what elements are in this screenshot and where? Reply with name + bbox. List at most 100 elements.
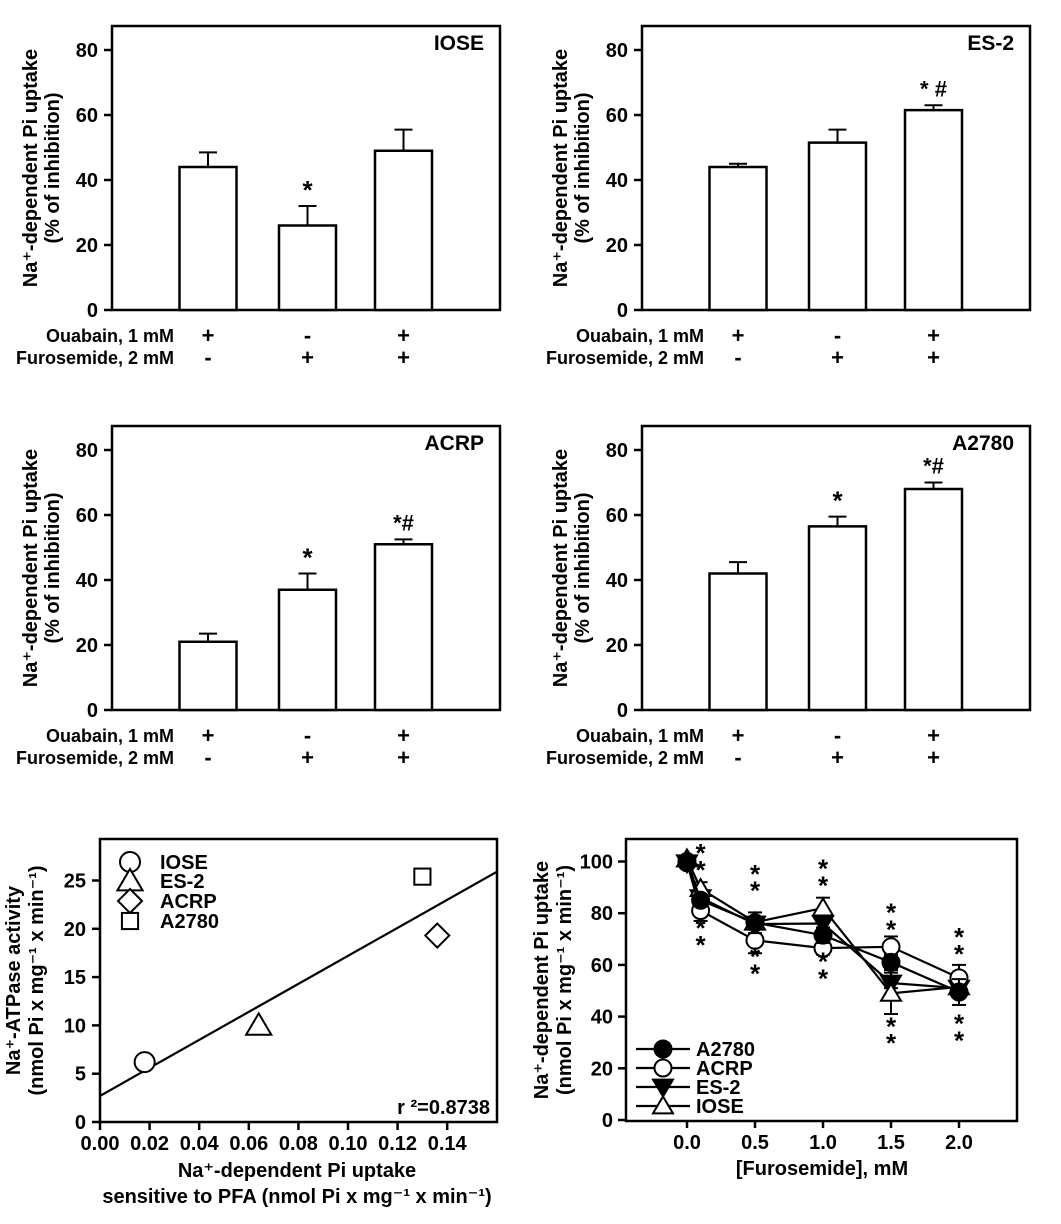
treatment-matrix: Ouabain, 1 mM + - +Furosemide, 2 mM - + +: [546, 723, 940, 770]
es2-inhibition-chart: 0 20 40 60 80 Na⁺-dependent Pi uptake (% of in…: [546, 24, 1032, 370]
significance-asterisk: *: [818, 963, 829, 993]
legend-label: IOSE: [160, 852, 208, 874]
bars: *: [178, 128, 434, 312]
treatment-sign: -: [734, 345, 741, 370]
x-tick-label: 0.04: [180, 1133, 220, 1155]
y-tick-label: 0: [602, 1110, 613, 1132]
y-tick-label: 40: [606, 570, 628, 592]
y-tick-label: 60: [76, 505, 98, 527]
y-axis-title-line2: (% of inhibition): [572, 492, 594, 643]
marker-triangle-down-filled-icon: [651, 1078, 675, 1099]
panel-title: IOSE: [434, 32, 484, 55]
treatment-sign: -: [204, 745, 211, 770]
y-tick-label: 20: [591, 1058, 613, 1080]
significance-asterisk: *: [886, 1011, 897, 1041]
significance-asterisk: *#: [923, 454, 944, 479]
data-points: [133, 867, 451, 1074]
x-tick-label: 0.02: [130, 1133, 169, 1155]
treatment-row-label: Ouabain, 1 mM: [576, 726, 704, 746]
treatment-matrix: Ouabain, 1 mM + - +Furosemide, 2 mM - + +: [16, 723, 410, 770]
significance-asterisk: *: [886, 898, 897, 928]
marker-square-open-icon: [120, 911, 140, 931]
marker-triangle-up-open-icon: [879, 981, 903, 1002]
marker-circle-filled-icon: [881, 952, 901, 972]
y-tick-label: 20: [606, 235, 628, 257]
treatment-row-label: Ouabain, 1 mM: [46, 326, 174, 346]
marker-diamond-open-icon: [116, 887, 144, 915]
legend-label: ES-2: [160, 871, 204, 893]
significance-asterisk: *: [832, 486, 843, 516]
y-tick-label: 10: [64, 1015, 86, 1037]
y-axis-title-line2: (nmol Pi x mg⁻¹ x min⁻¹): [26, 865, 48, 1095]
treatment-sign: -: [204, 345, 211, 370]
series-a2780: [677, 852, 969, 1006]
significance-asterisk: *: [954, 1025, 965, 1055]
marker-circle-filled-icon: [677, 852, 697, 871]
panel-iose-bar-chart: 0 20 40 60 80 Na⁺-dependent Pi uptake (% of in…: [0, 0, 530, 400]
x-tick-label: 0.10: [329, 1133, 368, 1155]
regression-line: [99, 870, 498, 1097]
significance-asterisk: *: [954, 1009, 965, 1039]
bar: [277, 588, 338, 712]
treatment-sign: +: [927, 723, 940, 748]
bar: [178, 640, 238, 712]
y-tick-label: 20: [606, 635, 628, 657]
y-tick-label: 40: [76, 170, 98, 192]
a2780-inhibition-chart: 0 20 40 60 80 Na⁺-dependent Pi uptake (% of in…: [546, 424, 1032, 770]
panel-acrp-bar-chart: 0 20 40 60 80 Na⁺-dependent Pi uptake (% of in…: [0, 400, 530, 810]
y-tick-label: 25: [64, 871, 86, 893]
x-tick-label: 0.5: [741, 1132, 769, 1154]
significance-asterisk: *: [750, 958, 761, 988]
treatment-sign: +: [732, 323, 745, 348]
y-tick-label: 40: [76, 570, 98, 592]
y-tick-label: 20: [64, 919, 86, 941]
y-tick-label: 20: [76, 635, 98, 657]
y-tick-label: 15: [64, 967, 86, 989]
bar: [178, 165, 238, 312]
x-tick-label: 1.0: [809, 1132, 837, 1154]
treatment-sign: +: [732, 723, 745, 748]
bar: [903, 487, 964, 712]
furosemide-dose-response-chart: 0.0 0.5 1.0 1.5 2.0 0 20 40 60 80 100 [Furosemide],…: [531, 837, 1019, 1180]
significance-asterisk: *: [750, 876, 761, 906]
bars: * *#: [178, 511, 434, 712]
x-tick-label: 0.06: [229, 1133, 268, 1155]
marker-triangle-up-open-icon: [244, 1011, 274, 1036]
plot-frame: [624, 837, 1019, 1123]
treatment-sign: +: [202, 323, 215, 348]
significance-asterisk: *: [750, 941, 761, 971]
significance-asterisk: *: [696, 838, 707, 868]
treatment-matrix: Ouabain, 1 mM + - +Furosemide, 2 mM - + +: [16, 323, 410, 370]
marker-circle-filled-icon: [949, 982, 969, 1002]
marker-triangle-up-open-icon: [115, 867, 145, 892]
x-axis-title-line1: Na⁺-dependent Pi uptake: [178, 1160, 416, 1182]
y-tick-label: 20: [76, 235, 98, 257]
treatment-row-label: Furosemide, 2 mM: [546, 748, 704, 768]
treatment-row-label: Furosemide, 2 mM: [546, 348, 704, 368]
treatment-sign: +: [397, 323, 410, 348]
treatment-row-label: Ouabain, 1 mM: [46, 726, 174, 746]
y-axis-title-line1: Na⁺-dependent Pi uptake: [20, 49, 42, 287]
marker-circle-filled-icon: [691, 890, 711, 910]
significance-asterisk: *: [886, 914, 897, 944]
y-axis-title-line1: Na⁺-dependent Pi uptake: [531, 861, 553, 1099]
bar: [903, 108, 964, 312]
y-tick-label: 0: [617, 300, 628, 322]
marker-circle-open-icon: [653, 1058, 673, 1078]
panel-title: ACRP: [424, 432, 484, 455]
treatment-sign: +: [831, 345, 844, 370]
y-tick-label: 80: [606, 40, 628, 62]
marker-square-open-icon: [413, 867, 432, 886]
treatment-sign: +: [202, 723, 215, 748]
y-tick-label: 80: [606, 440, 628, 462]
y-tick-label: 5: [75, 1064, 86, 1086]
y-tick-label: 0: [617, 700, 628, 722]
acrp-inhibition-chart: 0 20 40 60 80 Na⁺-dependent Pi uptake (% of in…: [16, 424, 502, 770]
treatment-sign: -: [834, 323, 841, 348]
significance-asterisk: *: [954, 922, 965, 952]
significance-asterisk: *: [750, 859, 761, 889]
x-tick-label: 0.0: [673, 1132, 701, 1154]
panel-dose-response-line-chart: 0.0 0.5 1.0 1.5 2.0 0 20 40 60 80 100 [Furosemide],…: [530, 810, 1061, 1224]
